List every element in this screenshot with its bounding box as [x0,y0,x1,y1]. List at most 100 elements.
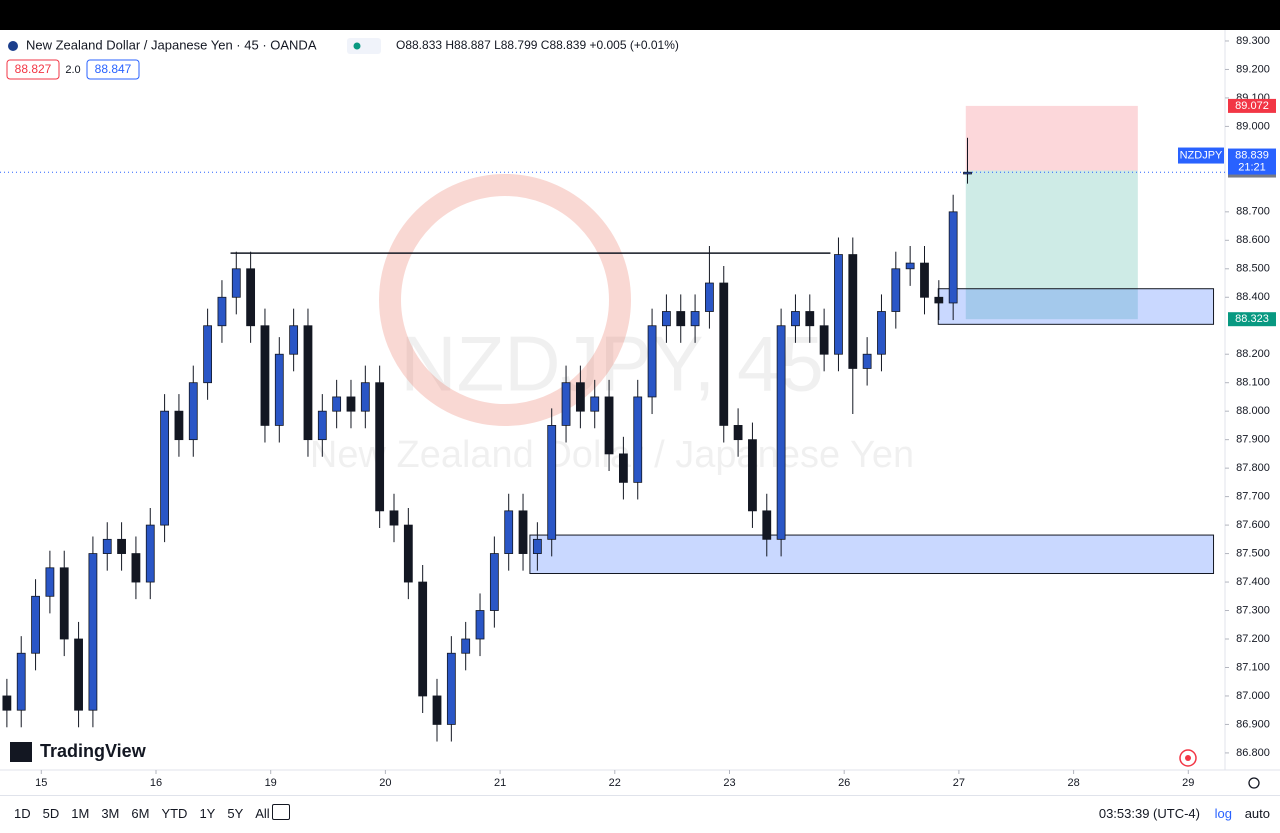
x-tick-label: 23 [723,777,735,789]
timeframe-button[interactable]: 1D [14,806,31,821]
price-label-box [1228,98,1276,113]
tradingview-icon [10,742,32,762]
x-tick-label: 15 [35,777,47,789]
candle-body [518,510,528,554]
x-tick-label: 28 [1067,777,1079,789]
candle-body [705,282,714,312]
candle-body [231,268,241,298]
candle-body [274,353,284,426]
scale-option[interactable]: auto [1244,806,1270,821]
candle-body [217,296,227,327]
y-tick-label: 88.000 [1236,405,1270,417]
timeframe-button[interactable]: All [255,806,270,821]
candle-body [446,652,456,725]
alert-icon[interactable] [1179,749,1197,767]
timeframe-button[interactable]: 1M [71,806,90,821]
candle-body [676,311,686,327]
bid[interactable]: 88.827 [15,62,52,76]
candle-body [203,325,213,384]
timeframe-button[interactable]: 1Y [199,806,216,821]
candle-body [317,410,327,441]
candle-body [461,638,471,654]
top-bar [0,0,1280,30]
y-tick-label: 89.200 [1236,63,1270,75]
y-tick-label: 87.900 [1236,434,1270,446]
y-tick-label: 87.500 [1236,547,1270,559]
candle-body [891,268,901,312]
candle-body [489,553,499,611]
candle-body [805,311,815,327]
y-tick-label: 89.300 [1236,35,1270,47]
candle-body [719,282,729,426]
candle-body [346,396,356,412]
timeframe-button[interactable]: 5Y [227,806,244,821]
candle-body [547,425,557,540]
candle-body [131,553,141,583]
candle-body [776,325,786,540]
candle-body [375,382,385,512]
candle-body [246,268,256,327]
timeframe-button[interactable]: 5D [42,806,60,821]
countdown: 21:21 [1238,161,1266,173]
candle-body [504,510,514,554]
y-tick-label: 86.800 [1236,747,1270,759]
scale-option[interactable]: log [1214,806,1232,821]
candle-body [174,410,184,441]
symbol-tag: NZDJPY [1180,149,1223,161]
target-zone [965,170,1138,320]
x-tick-label: 22 [609,777,621,789]
candle-body [862,353,872,369]
date-range-icon[interactable] [272,804,290,820]
y-tick-label: 88.100 [1236,377,1270,389]
candle-body [418,581,428,697]
candle-body [74,638,83,711]
timeframe-button[interactable]: YTD [161,806,188,821]
candle-body [88,553,98,711]
bottom-toolbar: 1D 5D 1M 3M 6M YTD 1Y 5Y All 03:53:39 (UTC-4) lo… [0,795,1280,833]
y-tick-label: 87.200 [1236,633,1270,645]
x-tick-label: 29 [1182,777,1194,789]
candle-body [188,382,198,441]
y-tick-label: 88.500 [1236,263,1270,275]
settings-icon[interactable] [1248,777,1260,789]
candle-body [59,567,69,640]
y-tick-label: 87.300 [1236,604,1270,616]
candle-body [16,652,26,711]
spread: 2.0 [65,64,80,76]
candle-body [31,595,40,654]
timeframe-button[interactable]: 6M [131,806,150,821]
candle-body [389,510,399,526]
y-tick-label: 87.100 [1236,661,1270,673]
x-tick-label: 16 [150,777,162,789]
candle-body [289,325,299,355]
ask[interactable]: 88.847 [95,62,132,76]
candle-body [647,325,657,398]
y-tick-label: 87.000 [1236,690,1270,702]
demand-zone [529,534,1215,575]
candle-body [662,311,671,327]
candle-body [590,396,600,412]
candle-body [633,396,643,483]
ask-box[interactable] [86,59,140,80]
x-tick-label: 19 [265,777,277,789]
stop-zone [965,105,1138,171]
candle-body [45,567,55,597]
price-label-box [1228,148,1276,175]
candle-body [303,325,313,441]
timeframe-button[interactable]: 3M [101,806,120,821]
candle-body [117,538,126,554]
candle-body [618,453,628,483]
candle-body [920,262,929,298]
chart: NZDJPY, 45 New Zealand Dollar / Japanese… [0,30,1280,789]
x-tick-label: 20 [379,777,391,789]
candle-body [848,254,858,369]
candle-body [819,325,829,355]
y-tick-label: 89.000 [1236,120,1270,132]
bid-box[interactable] [6,59,60,80]
candle-body [575,382,585,412]
symbol-tag-box [1178,147,1224,164]
candle-body [877,311,886,355]
candle-body [145,524,155,583]
candle-body [748,439,757,512]
candle-body [934,296,944,304]
